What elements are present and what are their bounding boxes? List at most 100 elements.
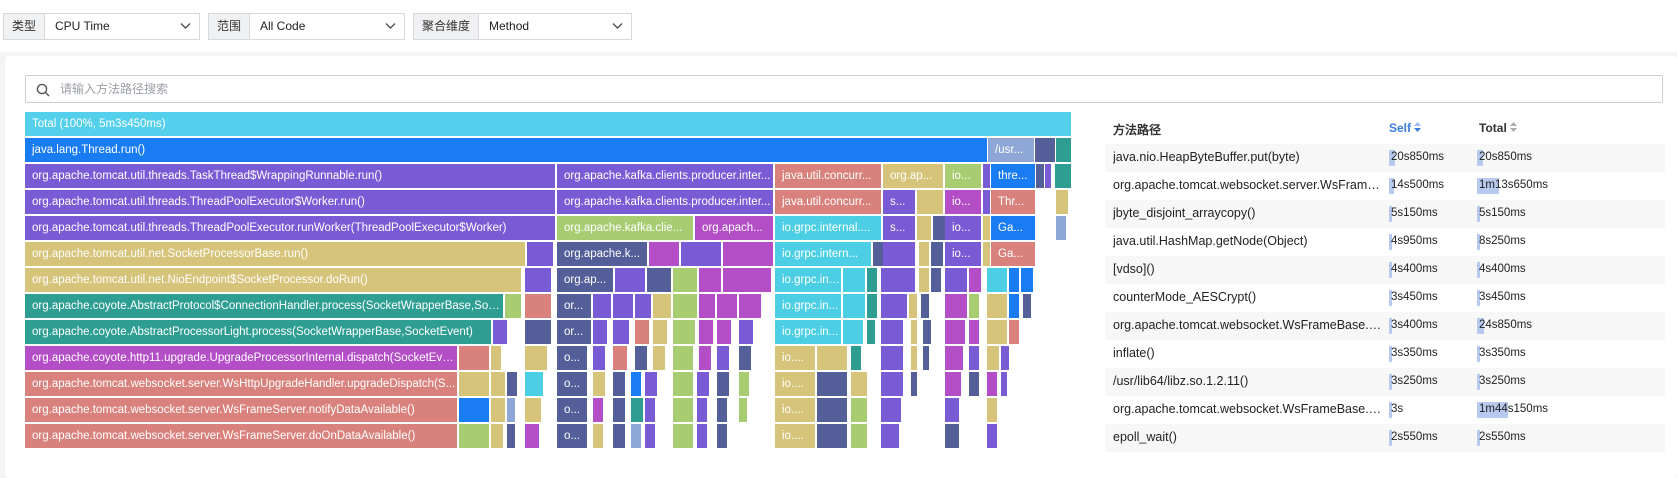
flame-frame[interactable]: java.util.concurr... — [775, 164, 881, 188]
flame-frame[interactable] — [593, 294, 611, 318]
table-row[interactable]: /usr/lib64/libz.so.1.2.11() 3s250ms 3s250m… — [1105, 368, 1665, 396]
flame-frame[interactable] — [631, 372, 641, 396]
flame-frame[interactable] — [987, 294, 1007, 318]
flame-frame[interactable] — [945, 398, 959, 422]
table-row[interactable]: inflate() 3s350ms 3s350ms — [1105, 340, 1665, 368]
flame-frame[interactable] — [851, 372, 867, 396]
flame-frame[interactable]: org.apache.tomcat.util.threads.ThreadPoo… — [25, 190, 555, 214]
flame-frame[interactable] — [723, 268, 771, 292]
flame-frame[interactable]: org.ap... — [557, 268, 613, 292]
flame-frame[interactable]: io.... — [775, 372, 815, 396]
flame-frame[interactable]: Ga... — [991, 242, 1035, 266]
flame-frame[interactable] — [673, 372, 693, 396]
flame-frame[interactable] — [843, 320, 863, 344]
flame-frame[interactable] — [881, 268, 915, 292]
flame-frame[interactable] — [647, 268, 671, 292]
flame-frame[interactable]: org.apach... — [695, 216, 773, 240]
flame-frame[interactable] — [717, 372, 729, 396]
flame-frame[interactable] — [723, 242, 773, 266]
flame-frame[interactable] — [681, 242, 721, 266]
flame-frame[interactable] — [881, 424, 899, 448]
flame-frame[interactable] — [673, 424, 693, 448]
flame-frame[interactable] — [699, 346, 711, 370]
flame-frame[interactable] — [649, 242, 679, 266]
flame-frame[interactable] — [881, 346, 903, 370]
flame-frame[interactable] — [697, 398, 707, 422]
flame-frame[interactable] — [653, 320, 667, 344]
flame-frame[interactable]: org.apache.tomcat.util.net.NioEndpoint$S… — [25, 268, 521, 292]
flame-frame[interactable] — [987, 268, 1007, 292]
flame-frame[interactable] — [697, 372, 709, 396]
flame-frame[interactable]: io.... — [775, 398, 815, 422]
flame-frame[interactable] — [843, 268, 865, 292]
flame-frame[interactable]: io... — [945, 242, 981, 266]
flame-frame[interactable] — [909, 294, 917, 318]
table-row[interactable]: org.apache.tomcat.websocket.WsFrameBase.… — [1105, 312, 1665, 340]
flame-frame[interactable] — [817, 398, 847, 422]
flame-frame[interactable] — [525, 294, 551, 318]
flame-frame[interactable] — [593, 320, 607, 344]
flame-frame[interactable] — [493, 320, 507, 344]
table-row[interactable]: jbyte_disjoint_arraycopy() 5s150ms 5s150ms — [1105, 200, 1665, 228]
flame-frame[interactable] — [613, 398, 625, 422]
flame-frame[interactable] — [525, 398, 541, 422]
flame-frame[interactable] — [615, 268, 645, 292]
flame-frame[interactable] — [923, 346, 929, 370]
flame-frame[interactable] — [969, 320, 979, 344]
flame-frame[interactable] — [1021, 268, 1033, 292]
flame-frame[interactable] — [491, 424, 503, 448]
flame-frame[interactable] — [645, 372, 657, 396]
flame-frame[interactable] — [933, 216, 945, 240]
flame-frame[interactable] — [969, 346, 979, 370]
flame-frame[interactable] — [1009, 268, 1019, 292]
flame-frame[interactable] — [987, 372, 997, 396]
table-row[interactable]: epoll_wait() 2s550ms 2s550ms — [1105, 424, 1665, 452]
flame-frame[interactable] — [945, 372, 961, 396]
flame-frame-total[interactable]: Total (100%, 5m3s450ms) — [25, 112, 1071, 136]
flame-frame[interactable]: org.apache.tomcat.util.threads.TaskThrea… — [25, 164, 555, 188]
flame-frame[interactable]: io.... — [775, 346, 815, 370]
flame-frame[interactable]: org.apache.k... — [557, 242, 647, 266]
flame-frame[interactable] — [867, 268, 877, 292]
flame-frame[interactable] — [739, 346, 751, 370]
flame-frame[interactable]: org.apache.coyote.AbstractProtocol$Conne… — [25, 294, 503, 318]
flame-frame[interactable] — [1036, 164, 1044, 188]
flame-frame[interactable] — [1035, 138, 1055, 162]
flame-frame[interactable] — [459, 372, 489, 396]
table-row[interactable]: org.apache.tomcat.websocket.server.WsFra… — [1105, 172, 1665, 200]
flame-frame[interactable] — [843, 294, 865, 318]
flame-frame[interactable] — [883, 242, 915, 266]
flame-frame[interactable] — [739, 372, 749, 396]
flame-frame[interactable] — [739, 320, 753, 344]
flame-frame[interactable]: io.grpc.in... — [775, 320, 841, 344]
flame-frame[interactable] — [911, 346, 917, 370]
flame-frame[interactable] — [593, 346, 605, 370]
table-row[interactable]: java.util.HashMap.getNode(Object) 4s950ms… — [1105, 228, 1665, 256]
flame-frame[interactable]: io.... — [775, 424, 815, 448]
flame-frame[interactable]: org.apache.coyote.AbstractProcessorLight… — [25, 320, 491, 344]
flame-frame[interactable] — [699, 268, 721, 292]
flame-frame[interactable] — [931, 268, 941, 292]
flame-frame[interactable] — [923, 320, 931, 344]
flame-frame[interactable] — [613, 346, 627, 370]
flame-frame[interactable] — [881, 320, 903, 344]
flame-frame[interactable] — [717, 346, 729, 370]
flame-frame[interactable]: s... — [883, 216, 915, 240]
type-filter[interactable]: 类型 CPU Time — [3, 13, 200, 40]
flame-frame[interactable] — [1001, 372, 1007, 396]
flame-frame[interactable] — [851, 398, 867, 422]
flame-frame[interactable] — [459, 346, 489, 370]
flame-frame[interactable] — [851, 424, 867, 448]
flame-frame[interactable] — [987, 346, 999, 370]
flame-frame[interactable] — [635, 320, 649, 344]
search-box[interactable] — [25, 75, 1663, 103]
flame-frame[interactable] — [631, 398, 643, 422]
flame-frame[interactable]: or... — [557, 294, 591, 318]
flame-frame[interactable] — [983, 190, 990, 214]
flame-frame[interactable]: o... — [557, 424, 587, 448]
flame-frame[interactable] — [1023, 294, 1031, 318]
flame-frame[interactable]: io... — [945, 164, 981, 188]
flame-frame[interactable] — [945, 268, 967, 292]
flame-frame[interactable] — [613, 424, 625, 448]
flame-frame[interactable]: java.lang.Thread.run() — [25, 138, 987, 162]
